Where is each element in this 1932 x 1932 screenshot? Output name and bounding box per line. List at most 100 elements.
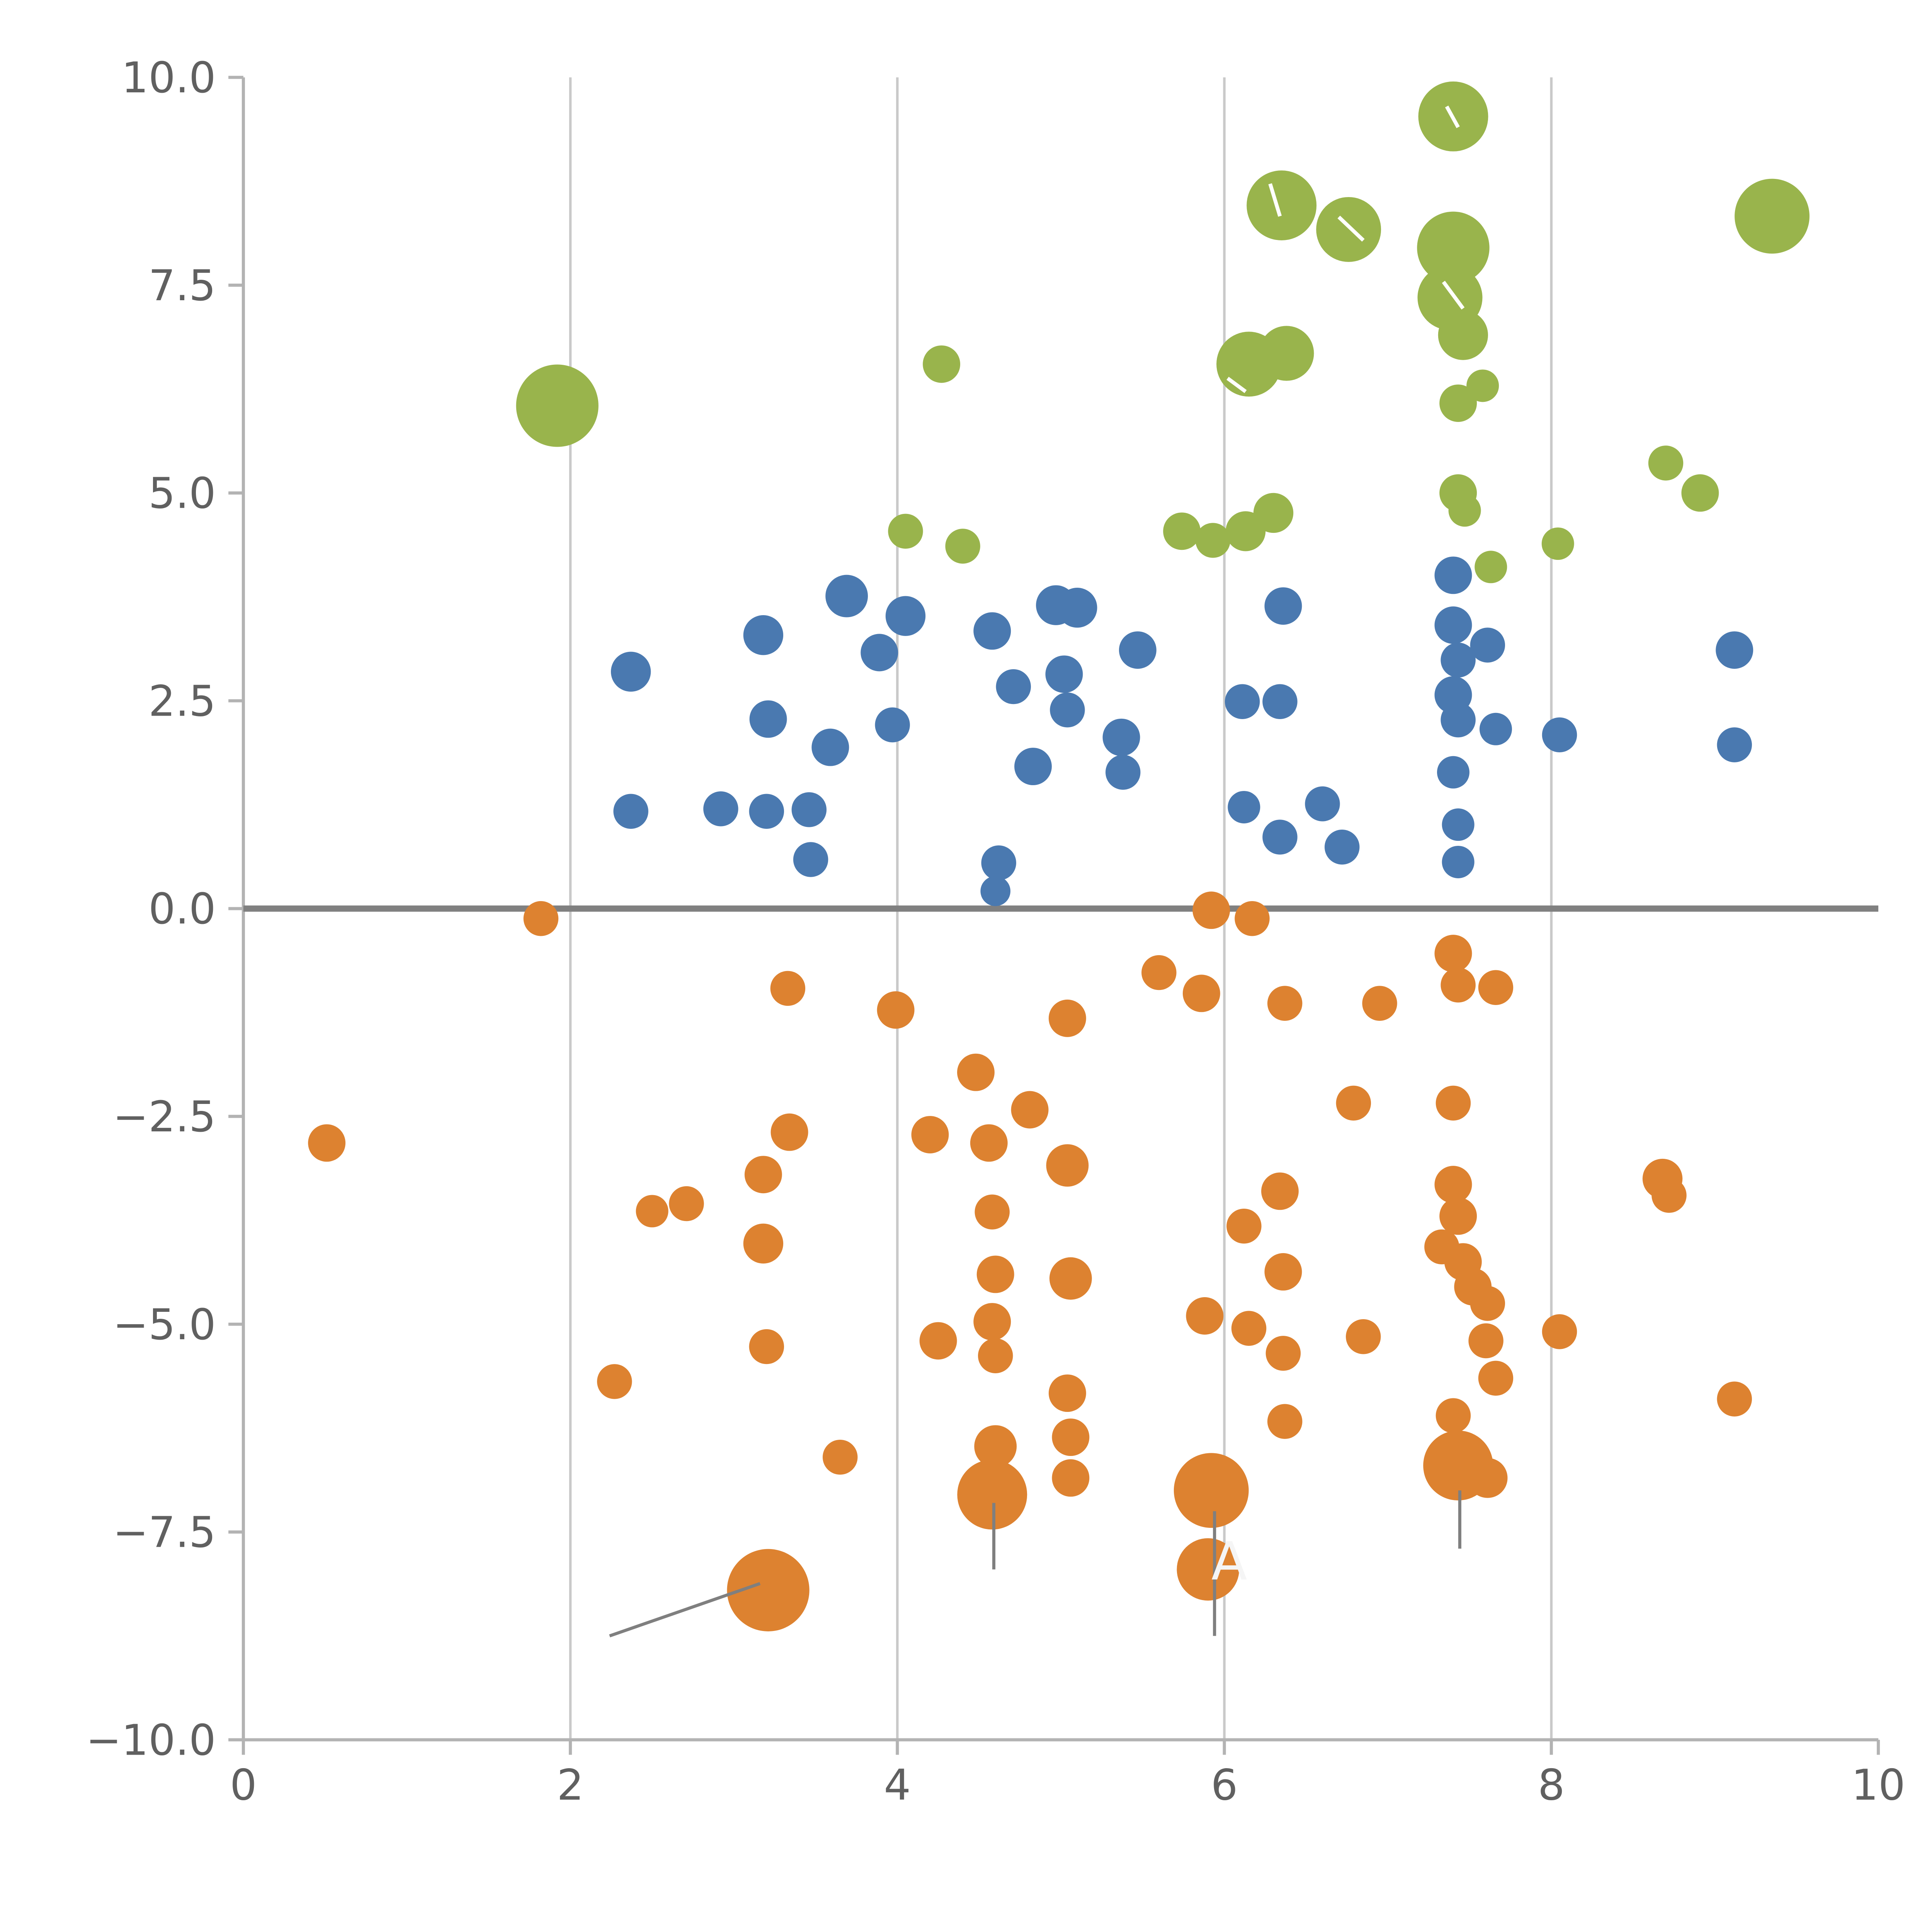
green-scatter-point[interactable]	[1253, 493, 1294, 533]
blue-scatter-point[interactable]	[1264, 587, 1302, 625]
orange-scatter-point[interactable]	[1011, 1091, 1049, 1129]
green-scatter-point[interactable]	[1648, 446, 1684, 481]
orange-scatter-point[interactable]	[957, 1459, 1027, 1530]
orange-scatter-point[interactable]	[727, 1549, 810, 1631]
blue-scatter-point[interactable]	[1434, 606, 1472, 644]
blue-scatter-point[interactable]	[743, 615, 784, 655]
blue-scatter-point[interactable]	[1119, 631, 1156, 669]
orange-scatter-point[interactable]	[669, 1186, 704, 1221]
blue-scatter-point[interactable]	[1014, 748, 1052, 786]
blue-scatter-point[interactable]	[749, 700, 787, 738]
orange-scatter-point[interactable]	[1173, 1453, 1249, 1528]
orange-scatter-point[interactable]	[1478, 1361, 1514, 1396]
orange-scatter-point[interactable]	[1048, 999, 1086, 1037]
orange-scatter-point[interactable]	[1434, 1166, 1472, 1204]
green-scatter-point[interactable]	[516, 364, 599, 447]
orange-scatter-point[interactable]	[1468, 1458, 1508, 1498]
green-scatter-point[interactable]	[1681, 474, 1719, 512]
orange-scatter-point[interactable]	[1434, 935, 1472, 973]
orange-scatter-point[interactable]	[1177, 1538, 1240, 1601]
orange-scatter-point[interactable]	[770, 971, 806, 1006]
orange-scatter-point[interactable]	[823, 1439, 858, 1475]
blue-scatter-point[interactable]	[981, 845, 1016, 881]
blue-scatter-point[interactable]	[1442, 808, 1475, 841]
green-scatter-point[interactable]	[1735, 179, 1810, 254]
blue-scatter-point[interactable]	[861, 634, 898, 672]
blue-scatter-point[interactable]	[1440, 702, 1476, 738]
orange-scatter-point[interactable]	[1651, 1178, 1687, 1213]
orange-scatter-point[interactable]	[1470, 1286, 1505, 1321]
orange-scatter-point[interactable]	[1478, 970, 1514, 1005]
blue-scatter-point[interactable]	[875, 707, 910, 743]
orange-scatter-point[interactable]	[1265, 1336, 1301, 1371]
orange-scatter-point[interactable]	[970, 1124, 1008, 1162]
orange-scatter-point[interactable]	[1052, 1418, 1090, 1456]
orange-scatter-point[interactable]	[308, 1124, 346, 1162]
blue-scatter-point[interactable]	[1542, 717, 1577, 753]
blue-scatter-point[interactable]	[1045, 655, 1083, 693]
blue-scatter-point[interactable]	[825, 575, 868, 617]
blue-scatter-point[interactable]	[1437, 756, 1469, 789]
blue-scatter-point[interactable]	[1442, 845, 1475, 878]
orange-scatter-point[interactable]	[974, 1425, 1017, 1468]
orange-scatter-point[interactable]	[636, 1195, 668, 1228]
blue-scatter-point[interactable]	[611, 651, 651, 692]
green-scatter-point[interactable]	[1439, 384, 1477, 422]
orange-scatter-point[interactable]	[1435, 1085, 1471, 1121]
green-scatter-point[interactable]	[1195, 523, 1231, 558]
blue-scatter-point[interactable]	[1717, 727, 1752, 762]
blue-scatter-point[interactable]	[1102, 718, 1140, 756]
blue-scatter-point[interactable]	[980, 876, 1010, 906]
orange-scatter-point[interactable]	[978, 1338, 1013, 1373]
orange-scatter-point[interactable]	[1231, 1311, 1267, 1346]
green-scatter-point[interactable]	[1466, 369, 1499, 402]
blue-scatter-point[interactable]	[703, 791, 738, 827]
green-scatter-point[interactable]	[1417, 211, 1490, 284]
orange-scatter-point[interactable]	[1468, 1323, 1503, 1359]
orange-scatter-point[interactable]	[877, 991, 915, 1029]
orange-scatter-point[interactable]	[523, 901, 559, 936]
blue-scatter-point[interactable]	[1105, 755, 1141, 790]
blue-scatter-point[interactable]	[1305, 786, 1340, 821]
blue-scatter-point[interactable]	[1050, 692, 1085, 728]
green-scatter-point[interactable]	[1247, 170, 1317, 240]
green-scatter-point[interactable]	[1163, 512, 1201, 550]
blue-scatter-point[interactable]	[1225, 684, 1260, 719]
blue-scatter-point[interactable]	[1716, 631, 1753, 669]
orange-scatter-point[interactable]	[1046, 1144, 1089, 1187]
orange-scatter-point[interactable]	[1542, 1314, 1577, 1349]
green-scatter-point[interactable]	[923, 345, 961, 383]
orange-scatter-point[interactable]	[1235, 901, 1270, 936]
blue-scatter-point[interactable]	[811, 728, 849, 766]
orange-scatter-point[interactable]	[1336, 1085, 1371, 1121]
green-scatter-point[interactable]	[1448, 494, 1481, 527]
orange-scatter-point[interactable]	[919, 1322, 957, 1360]
orange-scatter-point[interactable]	[597, 1364, 632, 1399]
blue-scatter-point[interactable]	[1262, 684, 1298, 719]
orange-scatter-point[interactable]	[1362, 986, 1397, 1021]
orange-scatter-point[interactable]	[975, 1194, 1010, 1230]
blue-scatter-point[interactable]	[1434, 556, 1472, 594]
orange-scatter-point[interactable]	[1048, 1374, 1086, 1412]
orange-scatter-point[interactable]	[1186, 1297, 1224, 1335]
orange-scatter-point[interactable]	[1049, 1257, 1092, 1300]
orange-scatter-point[interactable]	[770, 1113, 808, 1151]
orange-scatter-point[interactable]	[1182, 975, 1220, 1012]
blue-scatter-point[interactable]	[1262, 820, 1298, 855]
blue-scatter-point[interactable]	[1228, 791, 1260, 823]
green-scatter-point[interactable]	[1316, 197, 1381, 262]
orange-scatter-point[interactable]	[911, 1116, 949, 1153]
orange-scatter-point[interactable]	[1267, 1404, 1303, 1439]
blue-scatter-point[interactable]	[1470, 628, 1505, 663]
blue-scatter-point[interactable]	[996, 669, 1031, 704]
orange-scatter-point[interactable]	[743, 1223, 784, 1264]
orange-scatter-point[interactable]	[1192, 891, 1230, 929]
orange-scatter-point[interactable]	[749, 1329, 784, 1364]
orange-scatter-point[interactable]	[1267, 986, 1303, 1021]
blue-scatter-point[interactable]	[613, 794, 648, 829]
orange-scatter-point[interactable]	[973, 1303, 1011, 1340]
green-scatter-point[interactable]	[1259, 326, 1314, 381]
orange-scatter-point[interactable]	[1226, 1208, 1262, 1244]
blue-scatter-point[interactable]	[1057, 588, 1097, 628]
blue-scatter-point[interactable]	[1440, 643, 1476, 678]
